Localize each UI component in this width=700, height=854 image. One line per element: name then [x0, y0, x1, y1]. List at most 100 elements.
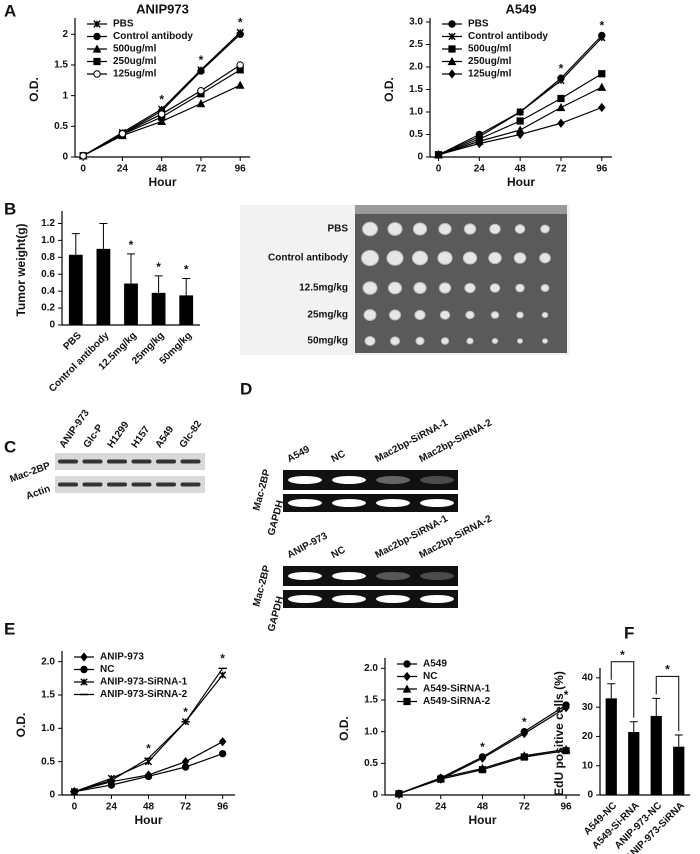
y-axis-label: O.D.: [27, 77, 41, 102]
gel-strip: [283, 590, 458, 608]
y-axis-label: O.D.: [14, 713, 28, 738]
row-label: Mac-2BP: [251, 468, 273, 512]
data-point: [597, 82, 607, 91]
bar: [605, 698, 617, 795]
significance-mark: *: [620, 648, 625, 662]
y-tick-label: 1.2: [41, 218, 55, 229]
band: [107, 459, 127, 464]
panel-label: C: [4, 437, 16, 456]
error-bar: [154, 275, 163, 293]
y-tick-label: 3.0: [409, 17, 423, 28]
x-tick-label: 48: [477, 802, 489, 813]
tumor: [491, 338, 499, 344]
row-label: Actin: [25, 483, 52, 502]
chart: 0 0.5 1.0 1.5 2.0 2.5 3.0 O.D. A549 0 24 48 72 96 Hour…: [382, 1, 612, 189]
tumor-photo: PBS Control antibody 12.5mg/kg 25mg/kg 50mg/…: [240, 205, 570, 355]
tumor: [464, 282, 476, 294]
legend-label: 125ug/ml: [113, 69, 157, 80]
x-tick-label: 96: [217, 802, 229, 813]
legend-label: PBS: [468, 19, 489, 30]
error-bar: [607, 683, 616, 699]
lane-label: A549: [285, 444, 312, 465]
y-tick-label: 0.2: [41, 303, 55, 314]
y-tick-label: 1.0: [41, 235, 55, 246]
x-tick-label: 72: [555, 164, 567, 175]
data-point: [181, 763, 190, 771]
y-axis-label: EdU positive cells (%): [552, 671, 566, 796]
tumor: [439, 310, 451, 320]
blot-strip: [55, 476, 205, 493]
significance-mark: *: [156, 260, 161, 274]
bar: [151, 292, 166, 325]
legend-marker: [92, 44, 102, 53]
x-tick-label: 0: [396, 802, 402, 813]
photo-row-label: 50mg/kg: [307, 336, 348, 347]
y-tick-label: 20: [582, 731, 594, 742]
tumor: [438, 282, 452, 294]
tumor: [489, 223, 501, 235]
lane-label: Mac2bp-SiRNA-1: [373, 513, 450, 561]
chart-title: A549: [505, 1, 536, 16]
data-point: [79, 152, 87, 160]
significance-mark: *: [146, 742, 151, 756]
lane-label: H157: [130, 424, 153, 450]
band: [288, 476, 322, 484]
band: [420, 499, 454, 507]
y-tick-label: 2.0: [41, 656, 55, 667]
tumor: [440, 337, 450, 345]
lane-label: Mac2bp-SiRNA-2: [417, 417, 494, 465]
y-tick-label: 0.5: [41, 756, 55, 767]
panel-label: E: [4, 619, 15, 638]
chart: 0 0.5 1 1.5 2 O.D. ANIP973 0 24 48 72 96 Hour PBSCont…: [27, 1, 250, 189]
y-tick-label: 0: [49, 320, 55, 331]
gel-strip: [283, 494, 458, 512]
legend-marker: [93, 70, 101, 78]
legend-label: Control antibody: [468, 31, 548, 42]
lane-label: Glc-82: [178, 419, 205, 451]
data-point: [144, 772, 153, 781]
data-point: [236, 30, 244, 38]
legend-label: ANIP-973-SiRNA-1: [100, 677, 188, 688]
photo-row-label: PBS: [327, 224, 348, 235]
data-point: [196, 99, 206, 108]
y-tick-label: 30: [582, 702, 594, 713]
x-tick-label: 72: [195, 164, 207, 175]
tumor: [387, 281, 403, 295]
y-axis-label: O.D.: [382, 77, 396, 102]
y-tick-label: 0: [62, 152, 68, 163]
y-tick-label: 0.6: [41, 269, 55, 280]
data-point: [598, 34, 606, 42]
data-point: [157, 110, 166, 118]
y-tick-label: 1.5: [54, 60, 68, 71]
legend-marker: [80, 665, 88, 674]
tumor: [541, 311, 549, 319]
tumor: [389, 336, 401, 346]
x-axis-label: Hour: [135, 813, 163, 827]
tumor: [362, 281, 378, 295]
legend-marker: [93, 20, 101, 28]
significance-mark: *: [159, 92, 164, 106]
error-bar: [182, 277, 191, 296]
tumor: [465, 310, 475, 320]
tumor: [490, 311, 500, 319]
panel-label: A: [4, 1, 16, 20]
error-bar: [127, 253, 135, 284]
panel-label: D: [240, 379, 252, 398]
legend-marker: [448, 20, 456, 28]
y-tick-label: 40: [582, 672, 594, 683]
tumor: [414, 309, 426, 321]
y-tick-label: 2.0: [364, 663, 378, 674]
tumor: [540, 224, 550, 234]
data-point: [478, 766, 487, 774]
x-tick-label: 72: [519, 802, 531, 813]
data-point: [557, 94, 565, 103]
tumor: [437, 251, 453, 265]
y-axis-label: O.D.: [337, 716, 351, 741]
band: [332, 595, 366, 603]
legend-label: 125ug/ml: [468, 69, 512, 80]
x-axis-label: Hour: [507, 175, 535, 189]
gel-strip: [283, 566, 458, 586]
